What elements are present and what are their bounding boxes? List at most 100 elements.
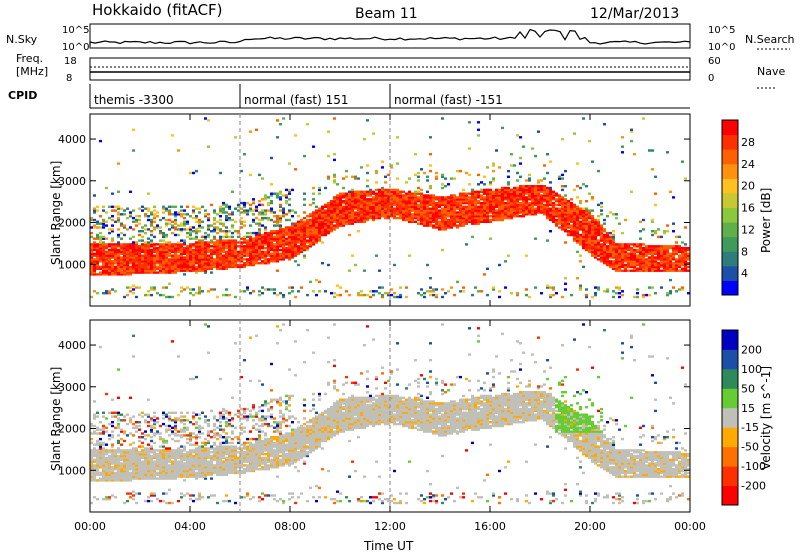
- power-cell: [492, 179, 495, 182]
- power-cell: [363, 198, 366, 201]
- power-cell: [318, 226, 321, 229]
- power-cell: [132, 258, 135, 261]
- velocity-cell: [99, 452, 102, 456]
- power-cell: [624, 260, 627, 263]
- power-cell: [327, 263, 330, 267]
- power-cell: [108, 262, 111, 265]
- power-cell: [258, 213, 261, 216]
- velocity-cell: [99, 471, 102, 475]
- power-cell: [426, 213, 429, 216]
- power-cell: [366, 211, 369, 214]
- power-cell: [315, 215, 318, 218]
- power-cell: [336, 215, 339, 218]
- power-cell: [516, 194, 519, 197]
- power-cell: [315, 213, 318, 216]
- power-cell: [117, 243, 120, 246]
- power-cell: [132, 149, 135, 152]
- power-cell: [261, 233, 264, 237]
- power-cell: [345, 169, 348, 173]
- power-cell: [420, 220, 423, 223]
- power-cell: [471, 235, 474, 239]
- power-cell: [237, 231, 240, 235]
- power-cell: [558, 226, 561, 229]
- power-cell: [576, 215, 579, 218]
- power-cell: [126, 256, 129, 259]
- velocity-cell: [168, 456, 171, 460]
- power-cell: [180, 224, 183, 227]
- power-cell: [672, 258, 675, 261]
- power-cell: [372, 211, 375, 214]
- power-cell: [171, 248, 174, 252]
- power-cell: [363, 207, 366, 210]
- power-cell: [363, 138, 366, 141]
- power-cell: [612, 252, 615, 255]
- power-cell: [402, 211, 405, 214]
- velocity-cell: [153, 466, 156, 469]
- power-cell: [417, 215, 420, 218]
- power-cell: [471, 188, 474, 192]
- power-cell: [558, 198, 561, 201]
- power-cell: [498, 198, 501, 201]
- power-cell: [219, 205, 222, 208]
- power-cell: [360, 198, 363, 201]
- power-cell: [255, 241, 258, 244]
- power-cell: [330, 211, 333, 214]
- velocity-cell: [114, 496, 117, 499]
- power-cell: [486, 218, 489, 222]
- velocity-cell: [171, 460, 174, 463]
- power-cell: [294, 226, 297, 229]
- power-cell: [579, 215, 582, 218]
- power-cell: [273, 220, 276, 223]
- power-cell: [678, 288, 681, 291]
- power-cell: [588, 230, 591, 233]
- power-cell: [609, 250, 612, 254]
- power-cell: [276, 252, 279, 255]
- power-cell: [363, 192, 366, 195]
- velocity-cell: [171, 468, 174, 471]
- velocity-cell: [117, 456, 120, 460]
- velocity-cell: [147, 452, 150, 456]
- power-cell: [612, 254, 615, 257]
- power-cell: [339, 213, 342, 216]
- power-cell: [336, 293, 339, 297]
- power-cell: [684, 226, 687, 229]
- power-cell: [372, 215, 375, 218]
- power-cell: [114, 250, 117, 254]
- power-cell: [498, 192, 501, 195]
- power-cell: [366, 207, 369, 210]
- power-cell: [222, 203, 225, 207]
- power-cell: [393, 207, 396, 210]
- power-cell: [240, 237, 243, 240]
- velocity-cell: [162, 437, 165, 441]
- power-cell: [660, 260, 663, 263]
- power-cell: [543, 203, 546, 207]
- power-cell: [156, 215, 159, 218]
- power-cell: [402, 216, 405, 220]
- power-cell: [363, 201, 366, 205]
- velocity-cell: [90, 458, 93, 461]
- power-cell: [561, 188, 564, 192]
- velocity-cell: [150, 464, 153, 467]
- power-cell: [387, 198, 390, 201]
- power-cell: [435, 175, 438, 178]
- power-cell: [387, 201, 390, 205]
- power-cell: [210, 250, 213, 254]
- power-cell: [588, 216, 591, 220]
- power-cell: [153, 245, 156, 248]
- power-cell: [423, 218, 426, 222]
- velocity-cell: [108, 473, 111, 476]
- power-cell: [219, 218, 222, 222]
- power-cell: [588, 222, 591, 225]
- power-cell: [102, 250, 105, 254]
- power-cell: [585, 243, 588, 246]
- power-cell: [393, 194, 396, 197]
- power-cell: [174, 246, 177, 250]
- power-cell: [153, 267, 156, 270]
- power-cell: [294, 228, 297, 231]
- power-cell: [303, 224, 306, 227]
- power-cell: [276, 235, 279, 239]
- power-cell: [363, 211, 366, 214]
- power-cell: [663, 254, 666, 257]
- power-cell: [168, 271, 171, 274]
- power-cell: [387, 173, 390, 177]
